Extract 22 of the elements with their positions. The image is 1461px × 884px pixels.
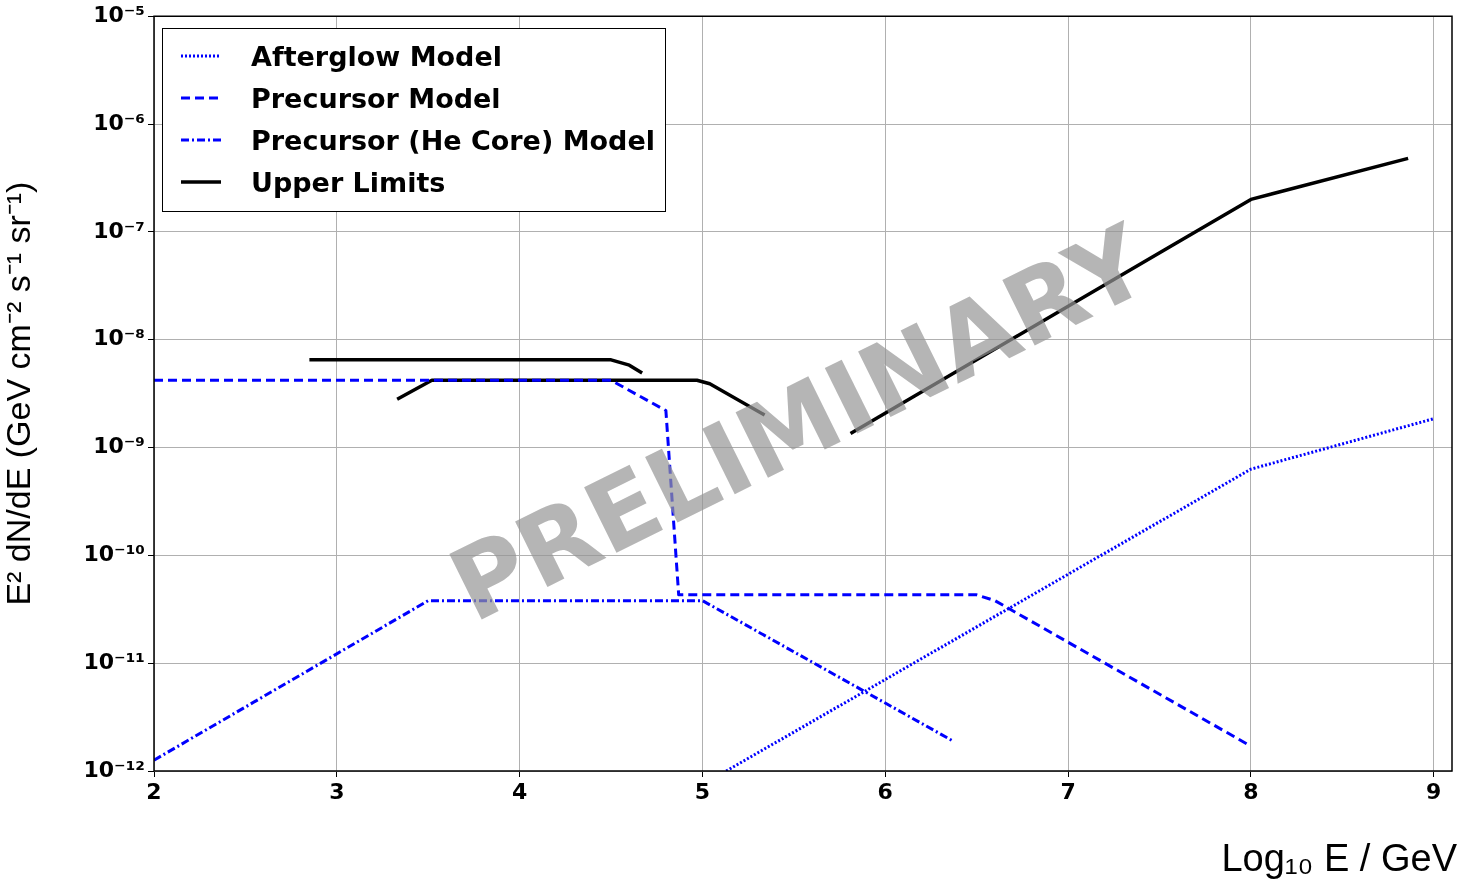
x-tick-label: 4 <box>511 778 528 804</box>
y-tick-label: 10⁻¹¹ <box>83 648 145 674</box>
y-axis-title: E² dN/dE (GeV cm⁻² s⁻¹ sr⁻¹) <box>0 181 37 606</box>
y-tick-label: 10⁻⁹ <box>93 433 145 459</box>
x-tick-label: 3 <box>329 778 345 804</box>
x-tick-label: 8 <box>1243 778 1259 804</box>
legend-label: Upper Limits <box>251 166 446 198</box>
y-tick-label: 10⁻¹² <box>83 756 145 782</box>
legend-label: Afterglow Model <box>251 40 502 72</box>
y-tick-label: 10⁻⁵ <box>93 1 145 27</box>
x-tick-label: 6 <box>877 778 893 804</box>
y-tick-label: 10⁻⁸ <box>93 325 145 351</box>
y-tick-label: 10⁻⁶ <box>93 109 145 135</box>
x-tick-label: 7 <box>1060 778 1076 804</box>
legend-label: Precursor Model <box>251 82 501 114</box>
x-tick-label: 2 <box>146 778 162 804</box>
legend-label: Precursor (He Core) Model <box>251 124 655 156</box>
x-axis-title: Log₁₀ E / GeV <box>1221 837 1457 880</box>
x-tick-label: 9 <box>1426 778 1442 804</box>
y-tick-label: 10⁻¹⁰ <box>83 541 145 567</box>
y-tick-label: 10⁻⁷ <box>93 217 145 243</box>
x-tick-label: 5 <box>694 778 711 804</box>
